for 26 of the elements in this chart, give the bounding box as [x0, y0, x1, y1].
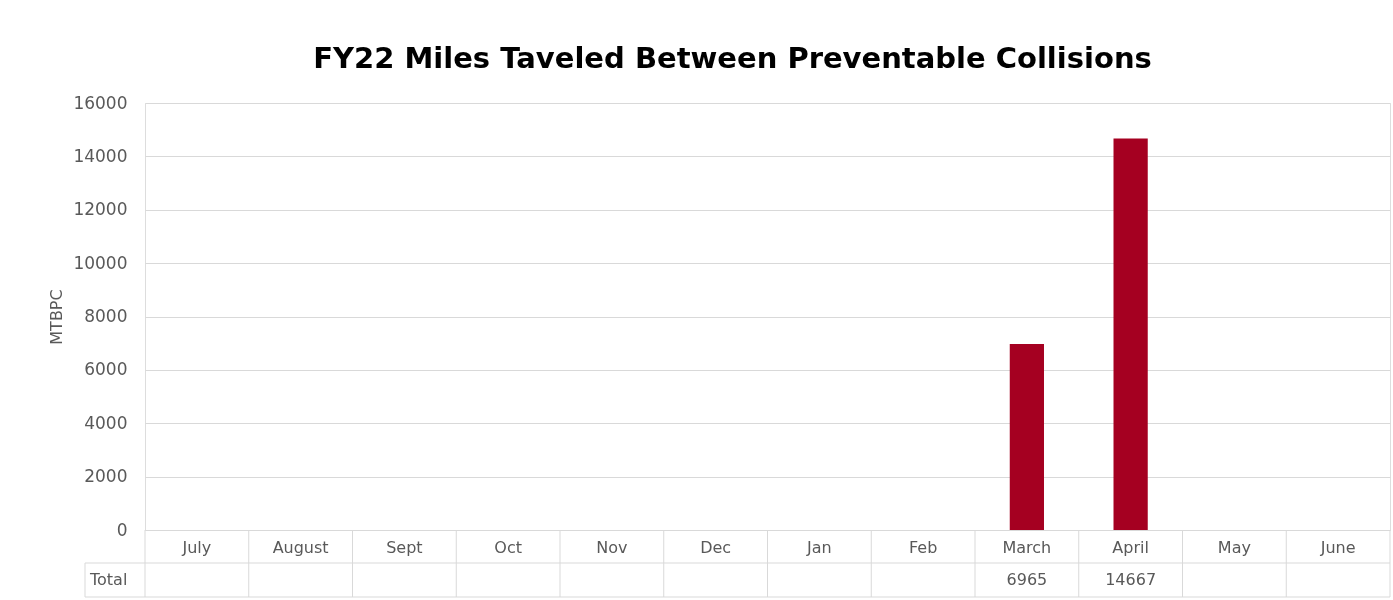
chart-title: FY22 Miles Taveled Between Preventable Collisions	[313, 41, 1152, 75]
y-tick-label: 10000	[73, 252, 128, 273]
x-tick-label: July	[181, 537, 212, 557]
y-tick-label: 12000	[73, 199, 128, 220]
x-tick-label: March	[1002, 537, 1052, 557]
x-tick-label: Oct	[494, 537, 522, 557]
x-tick-label: April	[1112, 537, 1149, 557]
text: Total	[89, 570, 128, 589]
x-tick-label: Jan	[806, 537, 832, 557]
x-tick-label: Dec	[700, 537, 732, 557]
x-tick-label: Sept	[386, 537, 423, 557]
y-tick-label: 14000	[73, 145, 128, 166]
x-tick-label: June	[1319, 537, 1356, 557]
y-tick-label: 8000	[84, 306, 128, 326]
data-label: 14667	[1105, 570, 1157, 589]
x-tick-label: Feb	[908, 537, 938, 557]
x-tick-label: Nov	[596, 537, 628, 557]
x-tick-label: August	[272, 537, 329, 557]
y-tick-label: 4000	[84, 412, 128, 433]
data-label: 6965	[1006, 570, 1048, 589]
y-tick-label: 6000	[84, 359, 128, 380]
y-tick-label: 0	[116, 519, 128, 540]
y-tick-label: 2000	[84, 466, 128, 487]
x-tick-label: May	[1217, 537, 1251, 557]
y-axis-title: MTBPC	[47, 289, 67, 345]
y-tick-label: 16000	[73, 92, 128, 113]
